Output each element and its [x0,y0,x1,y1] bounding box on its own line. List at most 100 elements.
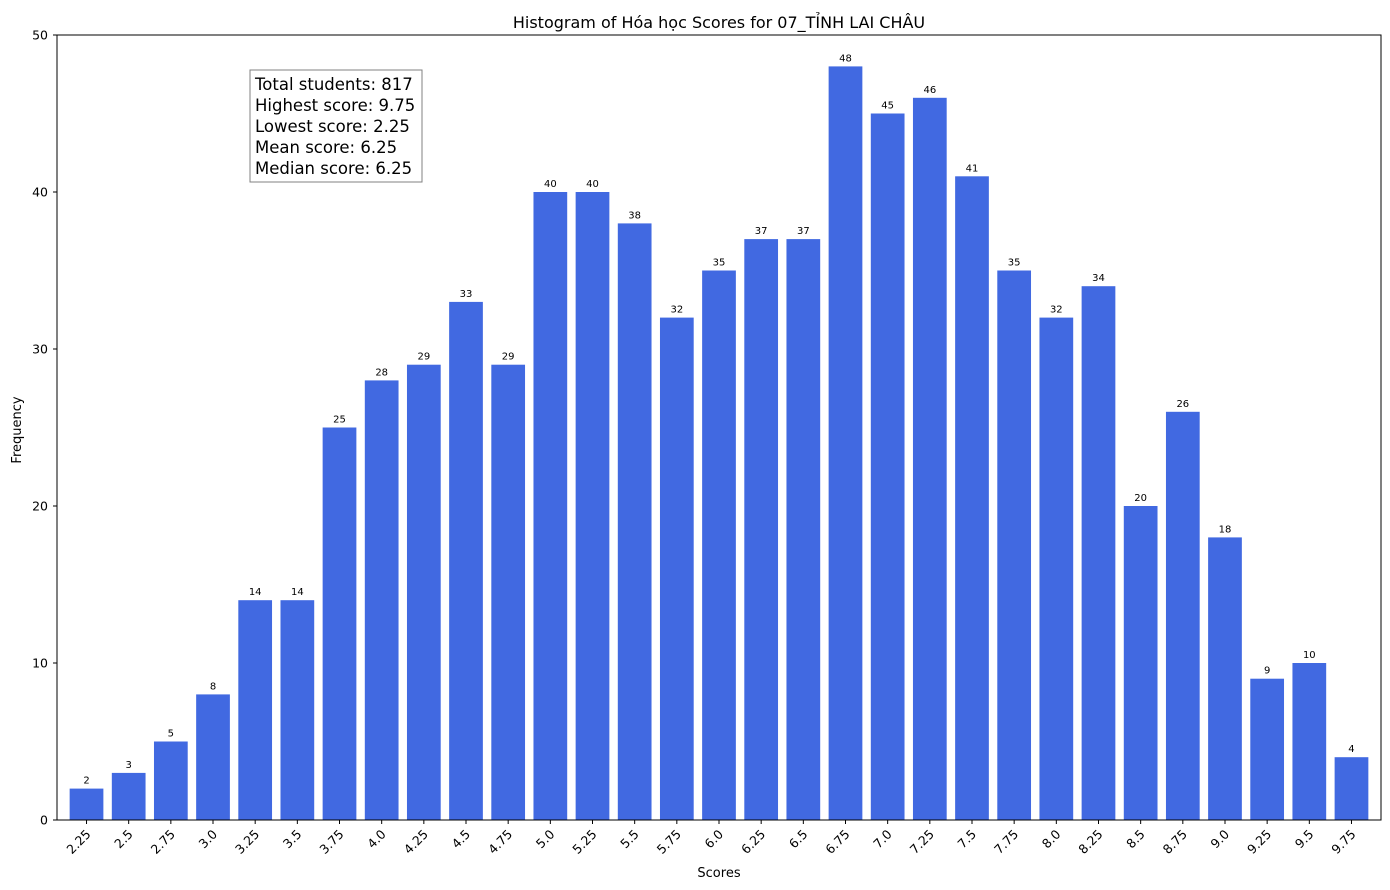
value-label-8.75: 26 [1176,399,1189,410]
value-label-7.75: 35 [1008,258,1021,269]
x-tick-label-7.25: 7.25 [907,827,937,857]
x-tick-label-8.75: 8.75 [1160,827,1190,857]
value-label-8.0: 32 [1050,305,1063,316]
x-tick-label-6.75: 6.75 [822,827,852,857]
value-label-7.25: 46 [923,85,936,96]
x-tick-label-7.5: 7.5 [954,827,979,852]
y-axis-label: Frequency [10,396,25,463]
x-tick-label-3.5: 3.5 [280,827,305,852]
x-tick-label-9.0: 9.0 [1207,826,1232,851]
value-label-4.5: 33 [460,289,473,300]
stats-lowest-score: Lowest score: 2.25 [255,117,410,136]
value-label-6.25: 37 [755,226,768,237]
x-tick-label-6.0: 6.0 [701,826,726,851]
bar-3.0 [196,694,230,820]
x-tick-label-3.25: 3.25 [232,827,262,857]
bar-9.25 [1250,678,1285,820]
value-label-6.75: 48 [839,53,852,64]
x-tick-label-3.75: 3.75 [316,827,346,857]
chart-title: Histogram of Hóa học Scores for 07_TỈNH … [513,12,925,33]
value-label-5.5: 38 [628,210,641,221]
bar-5.25 [575,192,610,820]
bar-5.75 [659,317,694,820]
bar-4.0 [364,380,399,820]
value-label-5.25: 40 [586,179,599,190]
bar-4.5 [449,301,483,820]
bar-9.75 [1334,757,1369,820]
value-label-8.5: 20 [1134,493,1147,504]
value-label-6.0: 35 [713,258,726,269]
x-tick-label-2.25: 2.25 [63,827,93,857]
x-tick-label-8.0: 8.0 [1039,826,1064,851]
bar-4.75 [491,364,526,820]
x-tick-label-4.75: 4.75 [485,827,515,857]
plot-frame [56,34,1382,821]
y-tick-label-40: 40 [32,185,48,200]
x-axis-label: Scores [697,866,740,881]
bar-4.25 [406,364,441,820]
value-label-3.0: 8 [210,681,216,692]
bar-9.5 [1292,663,1327,820]
x-axis-ticks: 2.25 2.5 2.75 3.0 3.25 3.5 3.75 4.0 4.25 4.5 4.75 5… [63,820,1359,857]
stats-mean-score: Mean score: 6.25 [255,138,397,157]
bar-8.75 [1165,411,1200,820]
x-tick-label-2.5: 2.5 [111,827,136,852]
value-label-3.75: 25 [333,415,346,426]
value-label-9.75: 4 [1348,744,1354,755]
value-label-9.25: 9 [1264,666,1270,677]
x-tick-label-5.75: 5.75 [654,827,684,857]
x-tick-label-5.25: 5.25 [569,827,599,857]
value-label-6.5: 37 [797,226,810,237]
bar-8.5 [1123,506,1158,820]
x-tick-label-8.25: 8.25 [1075,827,1105,857]
value-label-2.5: 3 [125,760,131,771]
x-tick-label-9.5: 9.5 [1292,827,1317,852]
y-axis-ticks: 0 10 20 30 40 50 [32,28,57,828]
stats-total-students: Total students: 817 [254,75,413,94]
x-tick-label-8.5: 8.5 [1123,827,1148,852]
value-label-9.5: 10 [1303,650,1316,661]
x-tick-label-6.5: 6.5 [786,827,811,852]
value-label-3.5: 14 [291,587,304,598]
bar-6.75 [828,66,863,820]
value-label-8.25: 34 [1092,273,1105,284]
bar-5.0 [533,192,568,820]
value-label-9.0: 18 [1219,524,1232,535]
x-tick-label-6.25: 6.25 [738,827,768,857]
value-label-2.25: 2 [83,776,89,787]
x-tick-label-4.5: 4.5 [448,827,473,852]
x-tick-label-9.25: 9.25 [1244,827,1274,857]
bar-6.25 [744,239,779,821]
y-tick-label-50: 50 [32,28,48,43]
stats-box-frame [249,69,423,183]
x-tick-label-7.75: 7.75 [991,827,1021,857]
bar-7.5 [955,176,989,821]
value-label-7.5: 41 [966,163,979,174]
x-tick-label-5.0: 5.0 [533,826,558,851]
bar-7.25 [912,97,947,821]
value-label-4.75: 29 [502,352,515,363]
x-tick-label-5.5: 5.5 [617,827,642,852]
bar-7.75 [997,270,1032,820]
y-tick-label-20: 20 [32,499,48,514]
value-label-7.0: 45 [881,101,894,112]
y-tick-label-30: 30 [32,342,48,357]
bar-3.75 [322,427,357,820]
bar-8.0 [1039,317,1074,820]
stats-highest-score: Highest score: 9.75 [255,96,415,115]
bar-3.25 [238,600,273,820]
value-label-3.25: 14 [249,587,262,598]
bar-6.0 [702,270,736,820]
bar-2.25 [69,788,104,820]
y-tick-label-0: 0 [40,813,48,828]
bar-7.0 [870,113,905,820]
bar-8.25 [1081,286,1116,820]
bars-group [69,66,1369,821]
bar-2.75 [153,741,188,820]
bar-9.0 [1208,537,1242,820]
bar-3.5 [280,600,315,820]
value-label-4.25: 29 [417,352,430,363]
value-label-2.75: 5 [168,729,174,740]
x-tick-label-2.75: 2.75 [148,827,178,857]
